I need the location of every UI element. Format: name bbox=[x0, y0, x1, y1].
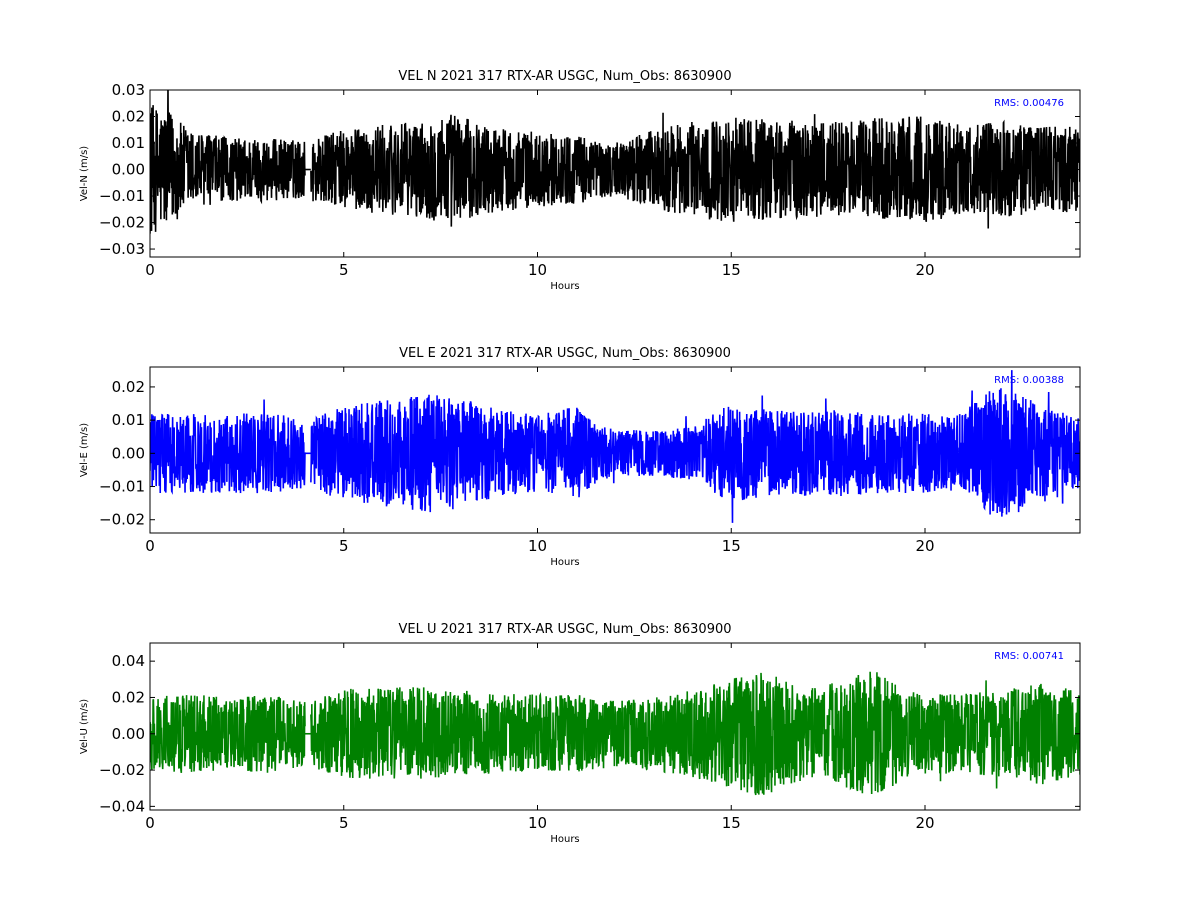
x-axis-label: Hours bbox=[550, 834, 579, 845]
y-tick-label: 0.00 bbox=[112, 725, 145, 743]
y-axis-label: Vel-U (m/s) bbox=[79, 699, 90, 754]
x-tick-label: 20 bbox=[915, 537, 934, 555]
chart-title: VEL N 2021 317 RTX-AR USGC, Num_Obs: 863… bbox=[398, 69, 731, 84]
y-tick-label: 0.00 bbox=[112, 444, 145, 462]
series-trace bbox=[150, 90, 1080, 234]
x-axis-label: Hours bbox=[550, 281, 579, 292]
rms-annotation: RMS: 0.00388 bbox=[994, 375, 1064, 386]
x-tick-label: 10 bbox=[528, 537, 547, 555]
x-tick-label: 15 bbox=[722, 814, 741, 832]
y-tick-label: 0.03 bbox=[112, 81, 145, 99]
axes-frame bbox=[149, 642, 1081, 811]
y-tick-label: −0.02 bbox=[99, 214, 145, 232]
panel-up: 0 5 10 15 20 −0.04 −0.02 0.00 0.02 0.04 VEL U 2021… bbox=[79, 622, 1081, 845]
y-tick-label: 0.00 bbox=[112, 161, 145, 179]
y-tick-label: 0.01 bbox=[112, 411, 145, 429]
chart-title: VEL U 2021 317 RTX-AR USGC, Num_Obs: 863… bbox=[398, 622, 731, 637]
x-tick-label: 10 bbox=[528, 261, 547, 279]
x-tick-label: 10 bbox=[528, 814, 547, 832]
x-tick-label: 5 bbox=[339, 261, 349, 279]
x-tick-label: 15 bbox=[722, 537, 741, 555]
y-axis-label: Vel-E (m/s) bbox=[79, 423, 90, 477]
x-tick-label: 0 bbox=[145, 537, 155, 555]
series-trace bbox=[150, 370, 1080, 523]
rms-annotation: RMS: 0.00741 bbox=[994, 651, 1064, 662]
y-tick-label: −0.03 bbox=[99, 240, 145, 258]
axes-frame bbox=[149, 366, 1081, 534]
x-axis-label: Hours bbox=[550, 557, 579, 568]
y-axis-label: Vel-N (m/s) bbox=[79, 146, 90, 201]
x-tick-label: 0 bbox=[145, 814, 155, 832]
axes-frame bbox=[149, 89, 1081, 258]
chart-title: VEL E 2021 317 RTX-AR USGC, Num_Obs: 863… bbox=[399, 346, 731, 361]
panel-north: 0 5 10 15 20 −0.03 −0.02 −0.01 0.00 0.01 0.02 0.03 V… bbox=[79, 69, 1081, 292]
series-trace bbox=[150, 671, 1080, 796]
x-tick-label: 20 bbox=[915, 261, 934, 279]
y-tick-label: −0.02 bbox=[99, 511, 145, 529]
y-tick-label: −0.01 bbox=[99, 187, 145, 205]
y-tick-label: 0.04 bbox=[112, 652, 145, 670]
x-tick-label: 5 bbox=[339, 537, 349, 555]
x-tick-label: 5 bbox=[339, 814, 349, 832]
y-tick-label: 0.02 bbox=[112, 688, 145, 706]
y-tick-label: 0.01 bbox=[112, 134, 145, 152]
x-tick-label: 20 bbox=[915, 814, 934, 832]
y-tick-label: 0.02 bbox=[112, 108, 145, 126]
panel-east: 0 5 10 15 20 −0.02 −0.01 0.00 0.01 0.02 VEL E 2021… bbox=[79, 346, 1081, 568]
y-tick-label: 0.02 bbox=[112, 378, 145, 396]
y-tick-label: −0.04 bbox=[99, 797, 145, 815]
y-tick-label: −0.02 bbox=[99, 761, 145, 779]
y-tick-label: −0.01 bbox=[99, 478, 145, 496]
x-tick-label: 15 bbox=[722, 261, 741, 279]
rms-annotation: RMS: 0.00476 bbox=[994, 98, 1064, 109]
x-tick-label: 0 bbox=[145, 261, 155, 279]
